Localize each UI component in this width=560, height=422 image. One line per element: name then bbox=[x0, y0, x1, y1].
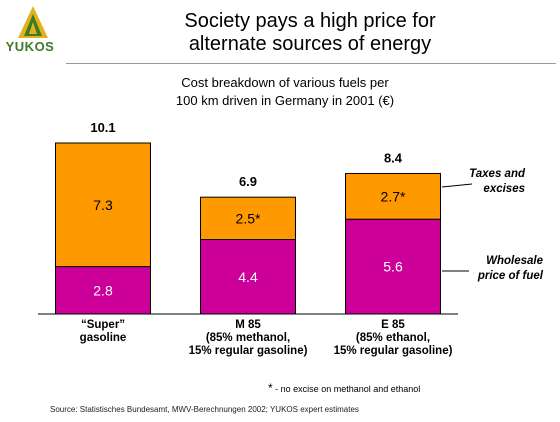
footnote: * - no excise on methanol and ethanol bbox=[268, 381, 420, 395]
data-label: 4.4 bbox=[238, 269, 258, 285]
bar-segment-wholesale bbox=[55, 266, 151, 315]
footnote-marker: * bbox=[268, 381, 273, 395]
title-line-2: alternate sources of energy bbox=[188, 33, 432, 55]
bar-segment-taxes bbox=[55, 142, 151, 268]
bar-segment-wholesale bbox=[345, 218, 441, 315]
legend-taxes: excises bbox=[483, 183, 525, 195]
chart-subtitle: Cost breakdown of various fuels per 100 … bbox=[140, 74, 430, 110]
data-label: 2.5* bbox=[236, 210, 261, 226]
total-label: 6.9 bbox=[239, 174, 257, 189]
category-label: gasoline bbox=[80, 332, 127, 344]
category-label: 15% regular gasoline) bbox=[334, 345, 453, 357]
title-divider bbox=[66, 63, 556, 64]
data-label: 5.6 bbox=[383, 259, 403, 275]
category-label: “Super” bbox=[81, 319, 125, 331]
page-title: Society pays a high price for alternate … bbox=[120, 10, 500, 56]
data-label: 2.8 bbox=[93, 282, 113, 298]
category-label: (85% methanol, bbox=[206, 332, 290, 344]
bar-segment-taxes bbox=[200, 196, 296, 241]
total-label: 10.1 bbox=[90, 120, 115, 135]
category-label: M 85 bbox=[235, 319, 261, 331]
legend-wholesale: price of fuel bbox=[477, 270, 544, 282]
legend-taxes: Taxes and bbox=[469, 168, 526, 180]
source-note: Source: Statistisches Bundesamt, MWV-Ber… bbox=[50, 405, 359, 414]
total-label: 8.4 bbox=[384, 150, 403, 165]
data-label: 2.7* bbox=[381, 188, 406, 204]
subtitle-line-1: Cost breakdown of various fuels per bbox=[181, 75, 389, 90]
data-label: 7.3 bbox=[93, 197, 113, 213]
brand-name: YUKOS bbox=[5, 39, 55, 54]
yukos-flame-logo bbox=[18, 6, 48, 38]
category-label: (85% ethanol, bbox=[356, 332, 430, 344]
footnote-text: - no excise on methanol and ethanol bbox=[272, 384, 421, 394]
legend-leader-taxes bbox=[441, 183, 473, 188]
category-label: E 85 bbox=[381, 319, 405, 331]
bar-segment-taxes bbox=[345, 172, 441, 220]
subtitle-line-2: 100 km driven in Germany in 2001 (€) bbox=[175, 93, 395, 108]
title-line-1: Society pays a high price for bbox=[184, 10, 436, 32]
legend-wholesale: Wholesale bbox=[486, 255, 543, 267]
category-label: 15% regular gasoline) bbox=[189, 345, 308, 357]
